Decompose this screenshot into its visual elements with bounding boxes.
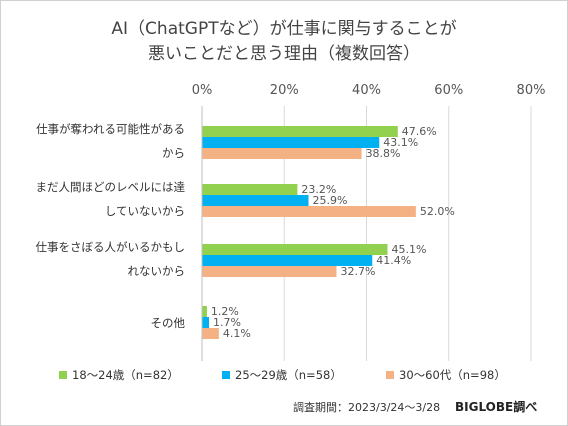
bar-s2-c3 (202, 328, 219, 339)
category-label-2-1: れないから (128, 264, 186, 278)
legend-label-0: 18～24歳（n=82） (72, 368, 179, 382)
legend-swatch-2 (386, 371, 394, 379)
data-label-s1-c3: 1.7% (213, 316, 241, 329)
bar-s1-c0 (202, 137, 380, 148)
data-label-s1-c0: 43.1% (383, 136, 418, 149)
category-label-2-0: 仕事をさぼる人がいるかもし (36, 240, 186, 254)
bar-s1-c2 (202, 255, 373, 266)
survey-period-note: 調査期間：2023/3/24～3/28 (293, 401, 441, 414)
bar-s0-c1 (202, 184, 298, 195)
category-label-3-0: その他 (151, 316, 186, 330)
data-label-s1-c2: 41.4% (376, 254, 411, 267)
x-tick-label-0: 0% (192, 83, 213, 98)
chart-title-line-1: AI（ChatGPTなど）が仕事に関与することが (111, 19, 457, 39)
chart-title: AI（ChatGPTなど）が仕事に関与することが 悪いことだと思う理由（複数回答… (1, 17, 567, 67)
data-label-s2-c3: 4.1% (223, 327, 251, 340)
x-tick-label-20: 20% (270, 83, 299, 98)
data-label-s2-c1: 52.0% (420, 205, 455, 218)
legend-swatch-1 (222, 371, 230, 379)
bar-s1-c3 (202, 317, 209, 328)
data-label-s2-c0: 38.8% (366, 147, 401, 160)
data-label-s1-c1: 25.9% (313, 194, 348, 207)
x-tick-label-60: 60% (434, 83, 463, 98)
category-label-1-1: していないから (105, 204, 185, 218)
source-brand: BIGLOBE調べ (455, 400, 538, 414)
data-label-s0-c1: 23.2% (301, 183, 336, 196)
legend-swatch-0 (59, 371, 67, 379)
bar-s0-c0 (202, 126, 398, 137)
bar-s0-c3 (202, 306, 207, 317)
bar-s0-c2 (202, 244, 388, 255)
category-label-0-0: 仕事が奪われる可能性がある (36, 122, 185, 136)
bar-s2-c1 (202, 206, 416, 217)
data-label-s2-c2: 32.7% (340, 265, 375, 278)
chart-title-line-2: 悪いことだと思う理由（複数回答） (148, 44, 420, 64)
data-label-s0-c3: 1.2% (211, 305, 239, 318)
legend-label-1: 25～29歳（n=58） (235, 368, 342, 382)
category-label-0-1: から (162, 146, 185, 160)
bar-s2-c2 (202, 266, 337, 277)
category-label-1-0: まだ人間ほどのレベルには達 (36, 180, 186, 194)
data-label-s0-c0: 47.6% (402, 125, 437, 138)
x-tick-label-80: 80% (517, 83, 546, 98)
x-tick-label-40: 40% (352, 83, 381, 98)
bar-s2-c0 (202, 148, 362, 159)
bar-s1-c1 (202, 195, 309, 206)
data-label-s0-c2: 45.1% (391, 243, 426, 256)
legend-label-2: 30～60代（n=98） (399, 368, 506, 382)
